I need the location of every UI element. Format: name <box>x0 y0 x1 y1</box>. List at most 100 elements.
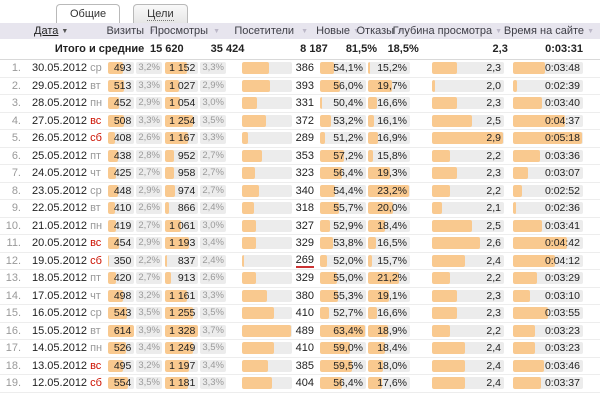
visitors-value: 329 <box>295 272 314 285</box>
views-share: 2,7% <box>200 167 226 180</box>
views-value: 1 027 <box>169 79 196 92</box>
table-row: 3. 28.05.2012 пн 452 2,9% 1 054 3,0% 331… <box>0 95 600 113</box>
weekday-label: пн <box>90 97 103 110</box>
sort-icon[interactable]: ▼ <box>301 27 308 35</box>
summary-spacer <box>0 39 25 59</box>
bounce-value: 15,7% <box>377 254 407 267</box>
date-cell: 21.05.2012 пн <box>26 218 102 235</box>
visitors-bar <box>241 79 292 92</box>
depth-value: 2,4 <box>486 342 501 355</box>
visits-bar: 526 <box>108 342 135 355</box>
time-on-site-value: 0:03:37 <box>544 377 580 390</box>
views-bar: 958 <box>165 167 199 180</box>
depth-bar: 2,2 <box>432 272 504 285</box>
row-number: 6. <box>11 149 21 162</box>
header-date[interactable]: Дата ▼ <box>26 23 102 39</box>
weekday-label: пн <box>90 342 103 355</box>
new-visitors-value: 52,7% <box>333 307 363 320</box>
visits-bar: 408 <box>108 132 135 145</box>
new-visitors-bar: 54,1% <box>320 62 366 75</box>
sort-icon[interactable]: ▼ <box>495 27 502 35</box>
header-views[interactable]: Просмотры ▼ <box>150 23 228 39</box>
sort-desc-icon[interactable]: ▼ <box>61 27 69 35</box>
depth-bar: 2,5 <box>432 219 504 232</box>
time-on-site-bar: 0:03:55 <box>513 307 583 320</box>
views-value: 1 249 <box>169 342 196 355</box>
new-visitors-value: 59,5% <box>333 359 363 372</box>
row-number: 4. <box>11 114 21 127</box>
views-share: 2,4% <box>200 254 226 267</box>
header-time[interactable]: Время на сайте ▼ <box>504 23 600 39</box>
views-share: 3,3% <box>200 62 226 75</box>
header-visitors[interactable]: Посетители ▼ <box>228 23 316 39</box>
row-number: 12. <box>5 254 21 267</box>
time-on-site-bar: 0:04:37 <box>513 114 583 127</box>
date-value: 13.05.2012 <box>32 359 88 372</box>
new-visitors-bar: 59,5% <box>320 359 366 372</box>
sort-icon[interactable]: ▼ <box>353 27 360 35</box>
table-row: 14. 17.05.2012 чт 498 3,2% 1 161 3,3% 38… <box>0 288 600 305</box>
depth-value: 2,1 <box>486 202 501 215</box>
row-number: 2. <box>11 79 21 92</box>
bounce-bar: 20,0% <box>368 202 410 215</box>
views-bar: 1 167 <box>165 132 199 145</box>
views-share: 2,7% <box>200 184 226 197</box>
summary-visits: 15 620 <box>150 43 184 55</box>
tabs-bar: Общие Цели <box>0 0 600 23</box>
bounce-bar: 18,0% <box>368 359 410 372</box>
visitors-bar <box>241 62 292 75</box>
visits-value: 495 <box>113 359 132 372</box>
sort-icon[interactable]: ▼ <box>213 27 220 35</box>
views-value: 1 255 <box>169 307 196 320</box>
sort-icon[interactable]: ▼ <box>587 27 594 35</box>
depth-bar: 2,3 <box>432 167 504 180</box>
visitors-bar <box>241 167 292 180</box>
views-value: 1 061 <box>169 219 196 232</box>
visitors-value: 393 <box>295 79 314 92</box>
time-on-site-value: 0:03:55 <box>544 307 580 320</box>
visits-share: 2,8% <box>136 149 162 162</box>
header-bounce[interactable]: Отказы ▼ <box>356 23 412 39</box>
bounce-bar: 18,4% <box>368 342 410 355</box>
visits-value: 452 <box>113 97 132 110</box>
header-visits[interactable]: Визиты ▼ <box>102 23 164 39</box>
time-on-site-bar: 0:03:07 <box>513 167 583 180</box>
new-visitors-bar: 63,4% <box>320 324 366 337</box>
views-share: 2,4% <box>200 202 226 215</box>
new-visitors-bar: 50,4% <box>320 97 366 110</box>
visits-bar: 350 <box>108 254 135 267</box>
depth-value: 2,6 <box>486 237 501 250</box>
sort-icon[interactable]: ▼ <box>397 27 404 35</box>
time-on-site-bar: 0:03:41 <box>513 219 583 232</box>
bounce-value: 17,6% <box>377 377 407 390</box>
sort-icon[interactable]: ▼ <box>149 27 156 35</box>
table-row: 11. 20.05.2012 вс 454 2,9% 1 193 3,4% 32… <box>0 235 600 253</box>
visitors-bar <box>241 359 292 372</box>
weekday-label: сб <box>90 254 102 267</box>
time-on-site-value: 0:03:10 <box>544 289 580 302</box>
visitors-value: 353 <box>295 149 314 162</box>
views-value: 1 161 <box>169 289 196 302</box>
tab-general[interactable]: Общие <box>56 4 121 23</box>
visitors-value: 323 <box>295 167 314 180</box>
date-value: 22.05.2012 <box>32 202 88 215</box>
date-cell: 13.05.2012 вс <box>26 358 102 375</box>
new-visitors-value: 56,4% <box>333 167 363 180</box>
visits-bar: 410 <box>108 202 135 215</box>
views-value: 1 197 <box>169 359 196 372</box>
new-visitors-value: 55,0% <box>333 272 363 285</box>
row-number: 19. <box>5 377 21 390</box>
new-visitors-bar: 59,0% <box>320 342 366 355</box>
header-visitors-label: Посетители <box>234 25 295 37</box>
header-depth[interactable]: Глубина просмотра ▼ <box>393 23 512 39</box>
tab-goals[interactable]: Цели <box>133 4 188 23</box>
depth-bar: 2,5 <box>432 114 504 127</box>
visits-value: 408 <box>113 132 132 145</box>
visits-share: 2,6% <box>136 202 162 215</box>
depth-value: 2,4 <box>486 377 501 390</box>
bounce-bar: 16,9% <box>368 132 410 145</box>
bounce-bar: 16,5% <box>368 237 410 250</box>
header-new[interactable]: Новые ▼ <box>316 23 368 39</box>
header-depth-label: Глубина просмотра <box>392 25 493 37</box>
date-cell: 25.05.2012 пт <box>26 148 102 165</box>
